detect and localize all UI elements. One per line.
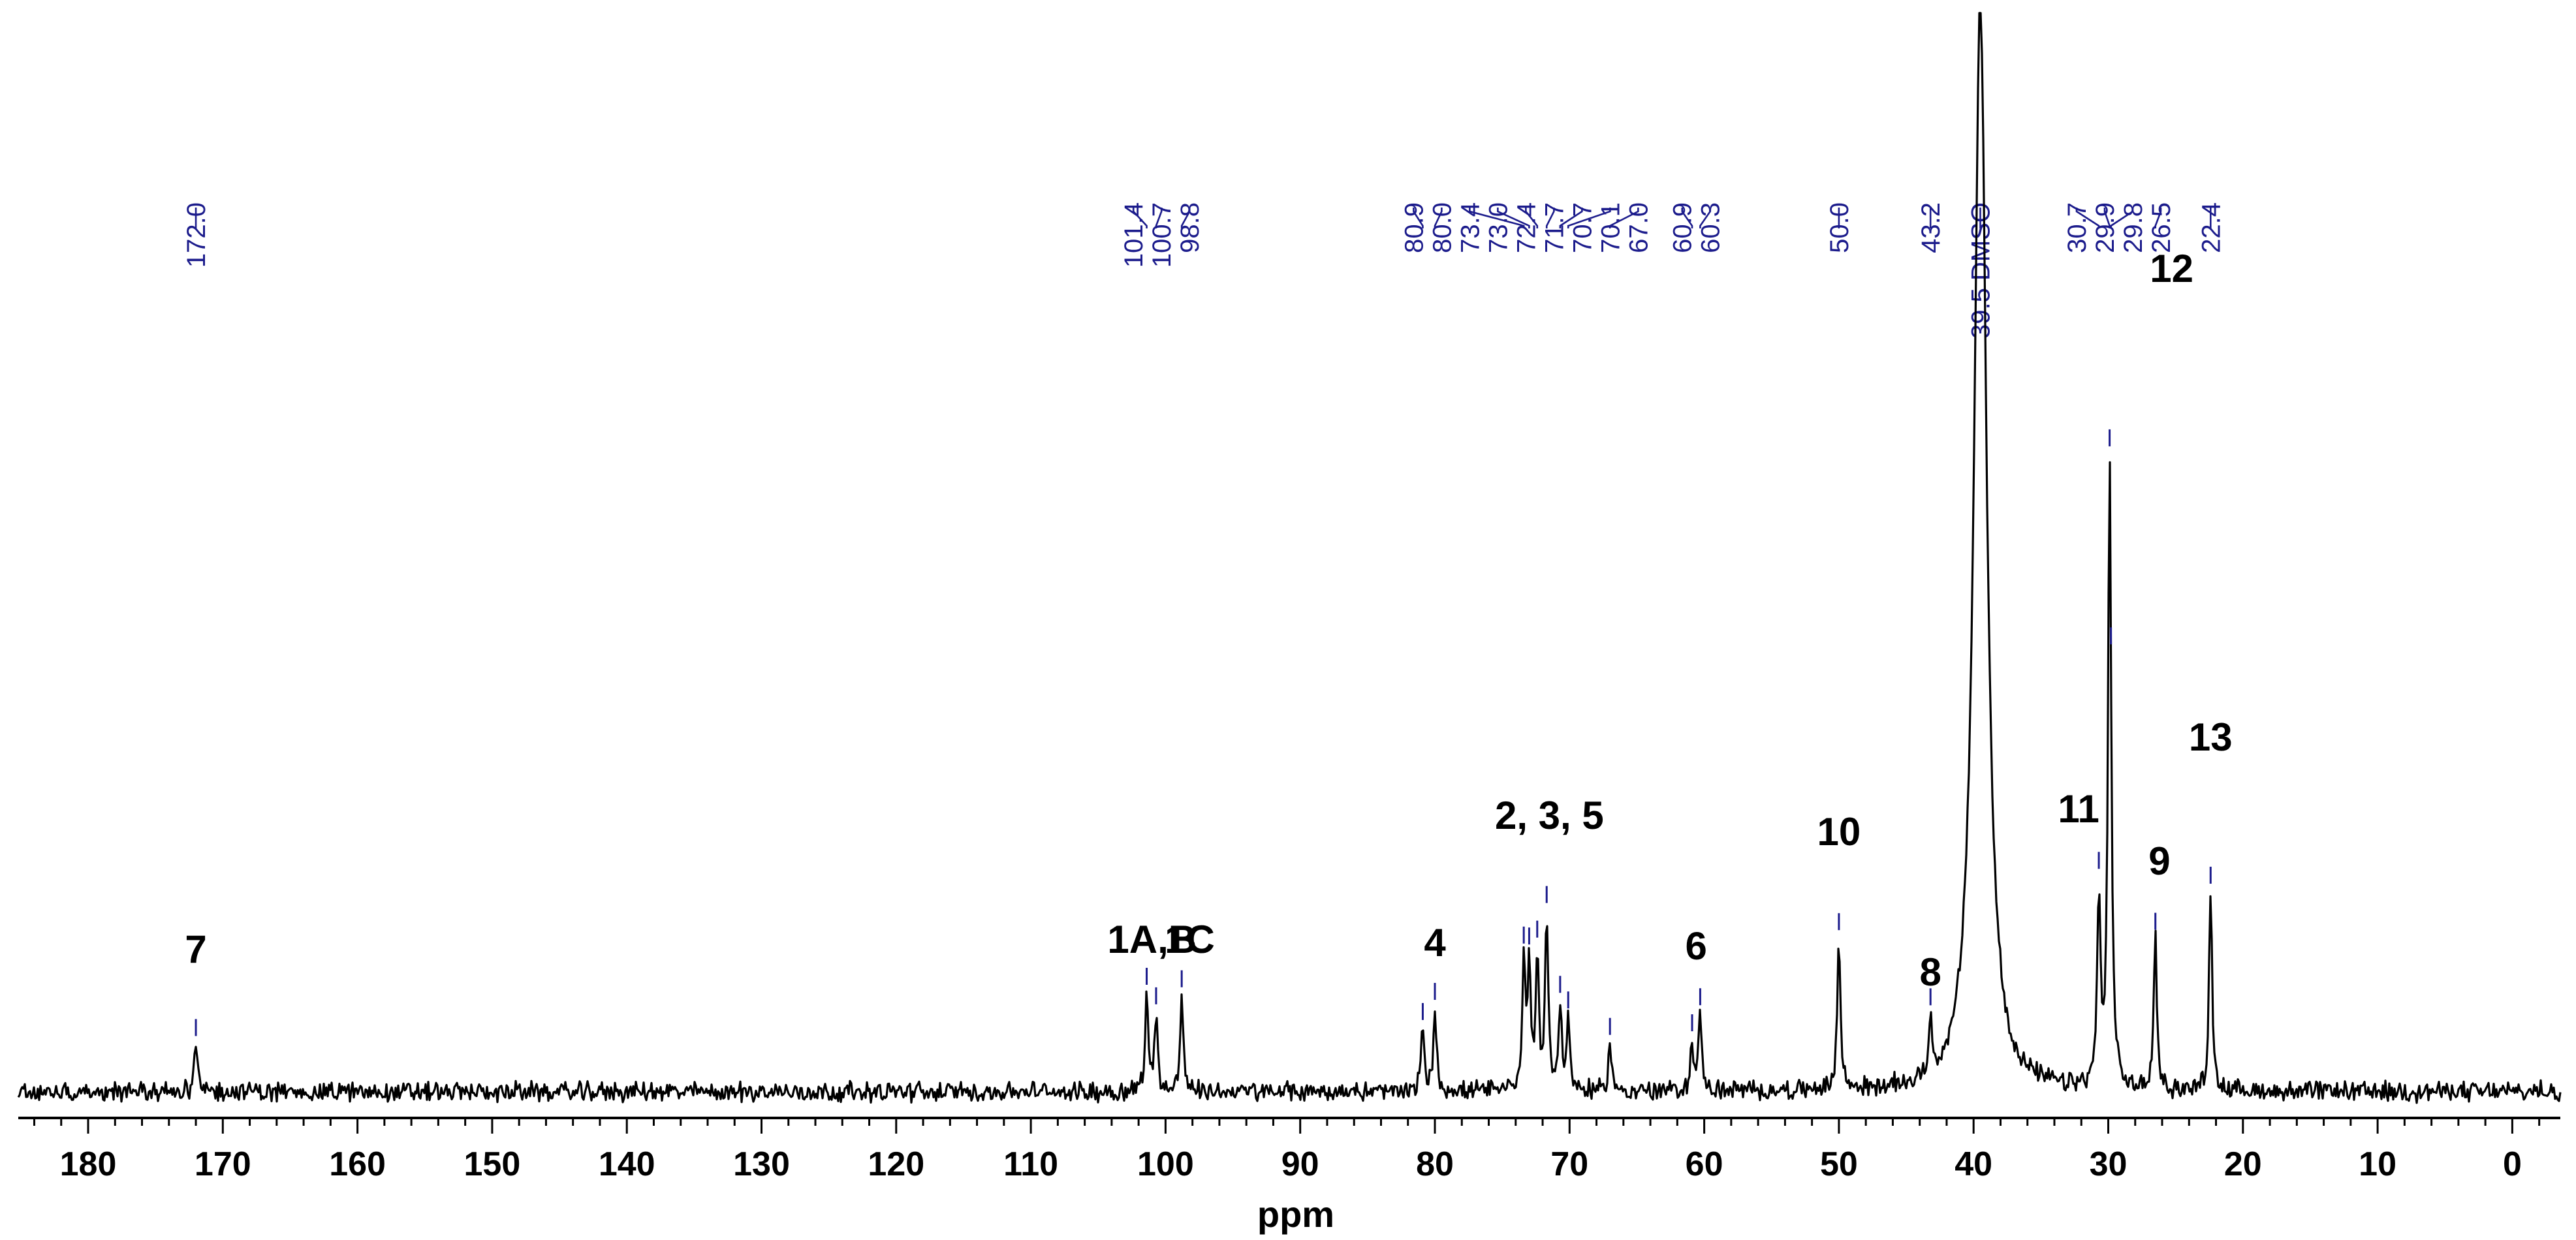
shift-label: 80.9 [1400, 202, 1428, 253]
shift-label: 30.7 [2063, 202, 2092, 253]
shift-label-leader [2154, 208, 2162, 228]
peak-assignment-label: 1A,B [1107, 918, 1197, 961]
shift-label: 60.3 [1697, 202, 1725, 253]
x-axis-title: ppm [1257, 1194, 1334, 1235]
shift-label-leader [1497, 208, 1530, 228]
shift-label: 70.1 [1596, 202, 1625, 253]
shift-label-leader [2075, 208, 2100, 228]
tick-label: 160 [329, 1145, 386, 1183]
tick-label: 130 [733, 1145, 790, 1183]
tick-label: 20 [2224, 1145, 2262, 1183]
shift-labels: 172.0 101.4 100.7 98.8 80.9 80.0 73.4 73.0 72.4 7… [182, 202, 2225, 339]
peak-assignment-label: 7 [185, 927, 206, 971]
shift-label-leader [1545, 208, 1555, 228]
shift-label: 98.8 [1176, 202, 1204, 253]
peak-assignment-label: 13 [2189, 715, 2233, 759]
tick-label: 60 [1686, 1145, 1723, 1183]
peak-assignment-label: 6 [1686, 924, 1707, 968]
x-axis-ticks: 180 170 160 150 140 130 120 110 100 90 80 70 60 50 40 3… [33, 1118, 2541, 1183]
shift-label-leader [1180, 208, 1191, 228]
tick-label: 150 [464, 1145, 521, 1183]
tick-label: 170 [195, 1145, 251, 1183]
shift-label: 72.4 [1512, 202, 1541, 253]
peak-markers [195, 429, 2212, 1036]
shift-label: 39.5 DMSO [1967, 202, 1996, 339]
tick-label: 80 [1416, 1145, 1454, 1183]
peak-assignments: 7 1A,B1C 4 2, 3, 5 6 10 8 11 12 9 13 [185, 247, 2232, 994]
shift-label: 26.5 [2147, 202, 2176, 253]
shift-label-leader [1609, 208, 1639, 228]
shift-label: 101.4 [1120, 202, 1148, 268]
shift-label-leader [1434, 208, 1443, 228]
shift-label: 71.7 [1540, 202, 1569, 253]
shift-label-leader [1525, 208, 1539, 228]
shift-label-leader [1132, 208, 1148, 228]
shift-label: 29.9 [2091, 202, 2120, 253]
shift-label: 43.2 [1917, 202, 1945, 253]
tick-label: 50 [1820, 1145, 1858, 1183]
shift-label-leader [1681, 208, 1693, 228]
peak-assignment-label: 1C [1165, 918, 1215, 961]
shift-label: 70.7 [1568, 202, 1597, 253]
tick-label: 100 [1137, 1145, 1194, 1183]
shift-label: 100.7 [1148, 202, 1176, 268]
shift-label-leaders [195, 208, 2212, 228]
peak-assignment-label: 12 [2150, 247, 2193, 290]
peak-assignment-label: 4 [1424, 921, 1446, 965]
shift-label: 67.0 [1624, 202, 1653, 253]
tick-label: 140 [599, 1145, 655, 1183]
tick-label: 120 [868, 1145, 924, 1183]
shift-label: 172.0 [182, 202, 211, 268]
peak-assignment-label: 8 [1919, 950, 1941, 994]
shift-label-leader [1413, 208, 1424, 228]
shift-label-leader [1469, 208, 1525, 228]
peak-assignment-label: 9 [2148, 839, 2170, 883]
peak-assignment-label: 2, 3, 5 [1495, 794, 1604, 837]
tick-label: 180 [60, 1145, 117, 1183]
tick-label: 40 [1955, 1145, 1992, 1183]
tick-label: 90 [1281, 1145, 1319, 1183]
shift-label-leader [2103, 208, 2111, 228]
shift-label: 50.0 [1825, 202, 1854, 253]
shift-label: 29.8 [2119, 202, 2148, 253]
tick-label: 10 [2359, 1145, 2396, 1183]
shift-label: 60.9 [1669, 202, 1697, 253]
spectrum-trace [17, 12, 2562, 1104]
peak-assignment-label: 11 [2058, 787, 2099, 831]
shift-label-leader [1559, 208, 1583, 228]
shift-label: 73.4 [1456, 202, 1484, 253]
tick-label: 0 [2503, 1145, 2522, 1183]
shift-label-leader [1699, 208, 1712, 228]
peak-assignment-label: 10 [1817, 810, 1861, 854]
shift-label-leader [1155, 208, 1163, 228]
tick-label: 70 [1550, 1145, 1588, 1183]
tick-label: 30 [2090, 1145, 2128, 1183]
shift-label-leader [1567, 208, 1611, 228]
shift-label: 22.4 [2197, 202, 2225, 253]
shift-label: 80.0 [1428, 202, 1456, 253]
tick-label: 110 [1003, 1145, 1058, 1183]
shift-label: 73.0 [1484, 202, 1513, 253]
shift-label-leader [2110, 208, 2134, 228]
